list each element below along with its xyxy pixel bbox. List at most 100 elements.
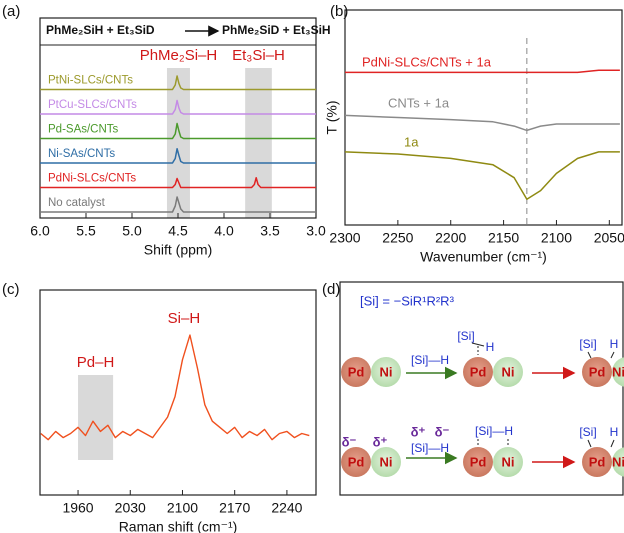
series-line — [40, 75, 316, 91]
charts: (a) PhMe₂Si–H Et₃Si–H PhMe₂SiH + Et₃SiD PhMe… — [2, 3, 624, 533]
atom-label: Ni — [502, 454, 515, 469]
scheme-definition: [Si] = −SiR¹R²R³ — [360, 293, 455, 308]
atom-label: Ni — [502, 364, 515, 379]
hydride: H — [610, 337, 619, 351]
panel-label: (c) — [2, 281, 20, 298]
atom-label: Ni — [612, 454, 624, 469]
silyl: [Si] — [579, 337, 596, 351]
atom-label: Pd — [348, 364, 365, 379]
x-tick-label: 1960 — [62, 500, 93, 516]
atom-pd — [582, 447, 612, 477]
x-tick-label: 5.0 — [122, 223, 142, 239]
atom-ni — [612, 447, 624, 477]
hydride: H — [610, 425, 619, 439]
plot-frame — [39, 289, 317, 496]
legend-label: No catalyst — [48, 197, 106, 209]
panel-label: (a) — [2, 3, 20, 20]
panel-label: (d) — [322, 281, 340, 298]
atom-pd — [341, 447, 371, 477]
x-tick-label: 2170 — [219, 500, 250, 516]
bond — [587, 351, 592, 359]
x-tick-label: 5.5 — [76, 223, 96, 239]
scheme-frame — [339, 281, 624, 496]
panel-label: (b) — [330, 3, 348, 20]
legend-label: PtNi-SLCs/CNTs — [48, 75, 133, 87]
x-tick-label: 3.0 — [306, 223, 326, 239]
atom-label: Pd — [589, 454, 606, 469]
y-axis-label: T (%) — [324, 101, 340, 135]
plot-frame — [344, 9, 623, 226]
legend-label: 1a — [404, 134, 419, 149]
charge: δ⁻ — [435, 424, 450, 439]
highlight-band — [78, 375, 114, 460]
x-tick-label: 2250 — [382, 230, 413, 246]
atom-label: Pd — [470, 364, 487, 379]
atom-ni — [493, 447, 523, 477]
atom-ni — [371, 357, 401, 387]
atom-pd — [582, 357, 612, 387]
series-line — [345, 69, 620, 74]
x-tick-label: 2150 — [488, 230, 519, 246]
highlight-band — [245, 68, 272, 218]
legend-label: PdNi-SLCs/CNTs — [48, 173, 136, 185]
x-tick-label: 4.5 — [168, 223, 188, 239]
x-tick-label: 2240 — [271, 500, 302, 516]
x-tick-label: 4.0 — [214, 223, 234, 239]
reaction-reactants: PhMe₂SiH + Et₃SiD — [46, 23, 155, 37]
series-line — [40, 148, 316, 164]
x-tick-label: 2030 — [115, 500, 146, 516]
x-tick-label: 2200 — [435, 230, 466, 246]
scheme: (d) [Si] = −SiR¹R²R³ Pd Ni [Si]—H Pd Ni … — [322, 281, 624, 496]
series-line — [40, 196, 316, 213]
atom-pd — [463, 357, 493, 387]
legend-label: Pd-SAs/CNTs — [48, 124, 119, 136]
highlight-band — [166, 68, 190, 218]
charge: δ⁺ — [373, 434, 388, 449]
series-line — [344, 151, 620, 200]
series-line — [40, 177, 316, 189]
highlight-label: Pd–H — [77, 354, 115, 371]
atom-label: Pd — [589, 364, 606, 379]
x-tick-label: 2300 — [329, 230, 360, 246]
x-tick-label: 3.5 — [260, 223, 280, 239]
legend-label: CNTs + 1a — [388, 95, 450, 110]
atom-ni — [612, 357, 624, 387]
series-line — [344, 114, 620, 132]
x-tick-label: 2050 — [594, 230, 624, 246]
silyl: [Si] — [457, 329, 474, 343]
bond — [610, 439, 615, 448]
atom-ni — [371, 447, 401, 477]
bond — [587, 439, 592, 448]
x-tick-label: 6.0 — [30, 223, 50, 239]
charge: δ⁺ — [411, 424, 426, 439]
series-line — [40, 334, 310, 441]
x-axis-label: Raman shift (cm⁻¹) — [119, 519, 238, 533]
charge: δ⁻ — [342, 434, 357, 449]
legend-label: Ni-SAs/CNTs — [48, 148, 115, 160]
atom-label: Ni — [380, 364, 393, 379]
x-tick-label: 2100 — [167, 500, 198, 516]
atom-pd — [341, 357, 371, 387]
peak-label: Si–H — [168, 310, 201, 327]
atom-label: Ni — [612, 364, 624, 379]
x-axis-label: Wavenumber (cm⁻¹) — [420, 249, 547, 265]
reaction-products: PhMe₂SiD + Et₃SiH — [222, 23, 331, 37]
atom-label: Ni — [380, 454, 393, 469]
atom-ni — [493, 357, 523, 387]
silyl: [Si] — [579, 425, 596, 439]
atom-pd — [463, 447, 493, 477]
reagent: [Si]—H — [411, 353, 449, 367]
hydride: H — [486, 340, 495, 354]
x-axis-label: Shift (ppm) — [144, 242, 212, 258]
series-line — [40, 99, 316, 115]
reagent: [Si]—H — [475, 424, 513, 438]
atom-label: Pd — [470, 454, 487, 469]
highlight-label: Et₃Si–H — [232, 47, 285, 64]
bond — [610, 351, 615, 359]
series-line — [40, 122, 316, 140]
reagent: [Si]—H — [411, 441, 449, 455]
legend-label: PdNi-SLCs/CNTs + 1a — [362, 54, 492, 69]
atom-label: Pd — [348, 454, 365, 469]
highlight-label: PhMe₂Si–H — [140, 47, 218, 64]
